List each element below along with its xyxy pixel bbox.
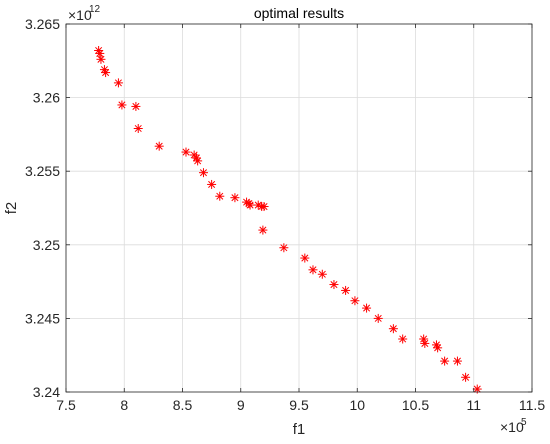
x-tick-label: 10 bbox=[349, 397, 365, 413]
data-point bbox=[420, 338, 430, 348]
grid-lines bbox=[65, 23, 533, 393]
data-point bbox=[433, 343, 443, 353]
data-point bbox=[245, 200, 255, 210]
data-points bbox=[94, 45, 482, 394]
data-point bbox=[207, 179, 217, 189]
data-point bbox=[133, 124, 143, 134]
x-axis-ticks: 7.5 8 8.5 9 9.5 10 10.5 11 11.5 bbox=[56, 24, 545, 413]
data-point bbox=[388, 324, 398, 334]
data-point bbox=[259, 202, 269, 212]
x-tick-label: 9.5 bbox=[289, 397, 309, 413]
x-tick-label: 7.5 bbox=[56, 397, 76, 413]
y-axis-ticks: 3.24 3.245 3.25 3.255 3.26 3.265 bbox=[25, 16, 532, 400]
y-axis-multiplier-exponent: 12 bbox=[89, 4, 101, 15]
data-point bbox=[131, 101, 141, 111]
y-axis-label: f2 bbox=[3, 202, 20, 215]
x-axis-label: f1 bbox=[293, 421, 306, 438]
x-tick-label: 10.5 bbox=[402, 397, 429, 413]
data-point bbox=[215, 191, 225, 201]
data-point bbox=[440, 356, 450, 366]
y-tick-label: 3.245 bbox=[25, 310, 60, 326]
data-point bbox=[101, 68, 111, 78]
data-point bbox=[350, 296, 360, 306]
data-point bbox=[181, 147, 191, 157]
data-point bbox=[117, 100, 127, 110]
data-point bbox=[230, 193, 240, 203]
data-point bbox=[452, 356, 462, 366]
data-point bbox=[96, 54, 106, 64]
data-point bbox=[329, 280, 339, 290]
data-point bbox=[362, 303, 372, 313]
data-point bbox=[193, 156, 203, 166]
data-point bbox=[398, 334, 408, 344]
data-point bbox=[308, 265, 318, 275]
data-point bbox=[341, 285, 351, 295]
data-point bbox=[431, 340, 441, 350]
y-tick-label: 3.25 bbox=[33, 237, 60, 253]
y-tick-label: 3.24 bbox=[33, 384, 60, 400]
data-point bbox=[461, 372, 471, 382]
data-point bbox=[279, 243, 289, 253]
chart-title: optimal results bbox=[254, 5, 344, 21]
x-axis-multiplier-exponent: 5 bbox=[521, 417, 527, 428]
data-point bbox=[258, 225, 268, 235]
x-tick-label: 9 bbox=[237, 397, 245, 413]
x-tick-label: 8.5 bbox=[173, 397, 193, 413]
data-point bbox=[154, 141, 164, 151]
x-tick-label: 11 bbox=[466, 397, 481, 413]
y-tick-label: 3.265 bbox=[25, 16, 60, 32]
data-point bbox=[317, 269, 327, 279]
y-axis-multiplier: ×10 bbox=[68, 7, 92, 23]
x-tick-label: 8 bbox=[120, 397, 128, 413]
x-tick-label: 11.5 bbox=[519, 397, 545, 413]
y-tick-label: 3.255 bbox=[25, 163, 60, 179]
data-point bbox=[198, 168, 208, 178]
data-point bbox=[300, 253, 310, 263]
y-tick-label: 3.26 bbox=[33, 90, 60, 106]
x-axis-multiplier: ×10 bbox=[500, 419, 524, 435]
data-point bbox=[95, 48, 105, 58]
data-point bbox=[113, 78, 123, 88]
data-point bbox=[373, 313, 383, 323]
